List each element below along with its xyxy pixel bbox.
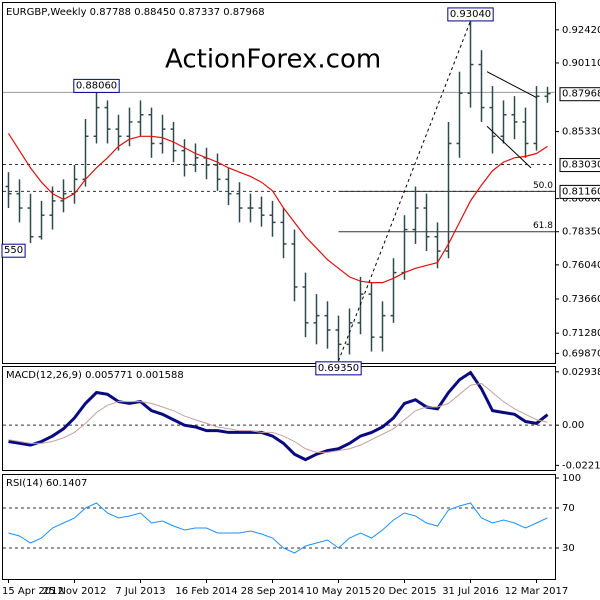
x-tick-label: 28 Sep 2014 xyxy=(241,586,304,597)
fib-label: 61.8 xyxy=(533,221,553,231)
label-box xyxy=(1,243,26,258)
y-tick-label: 0.69870 xyxy=(562,348,600,359)
y-tick-label: 0.71280 xyxy=(562,328,600,339)
price-label: 0.87968 xyxy=(562,89,600,100)
label-box xyxy=(559,184,600,199)
annotation: 0.69350 xyxy=(318,363,359,374)
x-tick-label: 20 Dec 2015 xyxy=(373,586,437,597)
label-box xyxy=(73,78,120,93)
y-tick-label: 0.80660 xyxy=(562,194,600,205)
panel-title: MACD(12,26,9) 0.005771 0.001588 xyxy=(6,370,184,381)
x-tick-label: 7 Jul 2013 xyxy=(115,586,165,597)
annotation: 550 xyxy=(4,245,23,256)
trend-line xyxy=(338,20,471,362)
indicator-line xyxy=(8,502,548,554)
x-tick-label: 15 Apr 2012 xyxy=(2,586,64,597)
rsi-panel xyxy=(2,474,556,580)
panel-title: RSI(14) 60.1407 xyxy=(6,478,87,489)
y-tick-label: 0.73660 xyxy=(562,294,600,305)
moving-average xyxy=(7,133,548,284)
y-tick-label: -0.022161 xyxy=(562,460,600,471)
y-tick-label: 0.78350 xyxy=(562,227,600,238)
watermark: ActionForex.com xyxy=(165,45,381,75)
y-tick-label: 30 xyxy=(562,543,575,554)
label-box xyxy=(447,7,494,22)
y-tick-label: 0.85330 xyxy=(562,127,600,138)
trend-line xyxy=(486,71,537,98)
y-tick-label: 0.92420 xyxy=(562,25,600,36)
label-box xyxy=(559,87,600,102)
fib-label: 50.0 xyxy=(533,181,553,191)
price-label: 0.83030 xyxy=(562,160,600,171)
y-tick-label: 70 xyxy=(562,503,575,514)
trend-line xyxy=(486,125,532,169)
y-tick-label: 0.00 xyxy=(562,420,584,431)
price-panel xyxy=(2,2,556,364)
label-box xyxy=(559,158,600,173)
y-tick-label: 0.029387 xyxy=(562,367,600,378)
indicator-line xyxy=(8,370,549,462)
y-tick-label: 0.90110 xyxy=(562,58,600,69)
x-tick-label: 25 Nov 2012 xyxy=(42,586,106,597)
y-tick-label: 0.76040 xyxy=(562,260,600,271)
x-tick-label: 31 Jul 2016 xyxy=(442,586,499,597)
x-tick-label: 12 Mar 2017 xyxy=(505,586,568,597)
y-tick-label: 100 xyxy=(562,473,581,484)
indicator-line xyxy=(8,382,548,453)
panel-title: EURGBP,Weekly 0.87788 0.88450 0.87337 0.… xyxy=(6,7,265,18)
annotation: 0.93040 xyxy=(450,9,491,20)
macd-panel xyxy=(2,366,556,471)
label-box xyxy=(315,361,362,376)
annotation: 0.88060 xyxy=(76,80,117,91)
x-tick-label: 10 May 2015 xyxy=(306,586,371,597)
x-tick-label: 16 Feb 2014 xyxy=(175,586,237,597)
price-label: 0.81160 xyxy=(562,186,600,197)
